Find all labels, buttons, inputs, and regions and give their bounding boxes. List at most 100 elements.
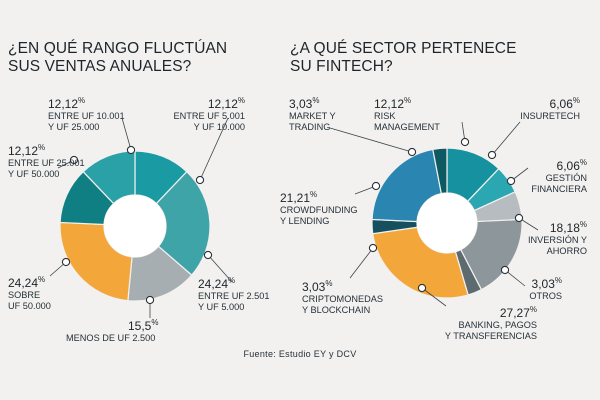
percent-sign: % (38, 143, 46, 152)
slice-label: 12,12% Entre UF 25.001 y UF 50.000 (8, 141, 103, 179)
slice-text: Inversión y (527, 235, 587, 245)
percent-sign: % (228, 276, 236, 285)
slice-percent: 3,03 (302, 280, 326, 294)
slice-text: Menos de UF 2.500 (66, 333, 156, 343)
percent-sign: % (312, 96, 320, 105)
slice-text: Crowdfunding (280, 205, 358, 215)
leader-line (329, 127, 413, 153)
slice-text: management (374, 121, 440, 132)
leader-line (504, 269, 526, 287)
label-marker (195, 175, 205, 185)
slice-text: UF 50.000 (8, 300, 51, 311)
chart-title-sector: ¿A qué sector pertenece su fintech? (290, 40, 517, 76)
label-marker (69, 155, 79, 165)
slice-label: 12,12% Entre UF 5.001 y UF 10.000 (150, 94, 245, 132)
percent-sign: % (310, 190, 318, 199)
label-marker (368, 243, 378, 253)
slice-label: 12,12% Risk management (374, 94, 454, 132)
percent-sign: % (529, 305, 537, 314)
label-marker (145, 295, 155, 305)
percent-sign: % (38, 275, 46, 284)
slice-label: 27,27% Banking, pagos y transferencias (440, 303, 537, 341)
slice-percent: 24,24 (8, 276, 39, 290)
percent-sign: % (78, 96, 86, 105)
leader-line (421, 287, 447, 307)
slice-text: y UF 10.000 (193, 121, 245, 132)
chart-title-sales: ¿En qué rango fluctúan sus ventas anuale… (8, 40, 227, 76)
slice-text: Entre UF 5.001 (173, 111, 245, 121)
slice-text: Otros (529, 291, 562, 301)
slice-label: 6,06% Gestión financiera (500, 156, 587, 194)
label-marker (61, 257, 71, 267)
slice-text: y blockchain (302, 304, 371, 315)
label-marker (126, 145, 136, 155)
source-note: Fuente: Estudio EY y DCV (243, 349, 357, 359)
slice-percent: 6,06 (556, 159, 580, 173)
slice-label: 21,21% Crowdfunding y lending (280, 188, 380, 226)
leader-line (491, 121, 521, 156)
slice-text: y transferencias (444, 330, 537, 341)
title-line: ¿A qué sector pertenece (290, 40, 517, 57)
label-marker (514, 213, 524, 223)
slice-text: y lending (280, 215, 330, 226)
slice-text: Gestión (545, 173, 587, 183)
slice-text: Sobre (8, 290, 41, 300)
slice-text: Entre UF 2.501 (198, 291, 270, 301)
slice-text: y UF 25.000 (48, 121, 100, 132)
slice-text: Entre UF 25.001 (8, 158, 85, 168)
slice-text: trading (289, 121, 331, 132)
donut-chart-sales-range (49, 117, 233, 318)
percent-sign: % (579, 220, 587, 229)
slice-percent: 12,12 (8, 144, 39, 158)
slice-percent: 3,03 (531, 277, 555, 291)
slice-label: 15,5% Menos de UF 2.500 (66, 316, 176, 344)
leader-line (207, 254, 233, 283)
slice-percent: 21,21 (280, 191, 311, 205)
label-marker (500, 265, 510, 275)
slice-text: ahorro (546, 245, 587, 256)
leader-line (121, 117, 132, 151)
slice-percent: 12,12 (207, 97, 238, 111)
slice-percent: 12,12 (48, 97, 79, 111)
percent-sign: % (237, 96, 245, 105)
label-marker (417, 283, 427, 293)
title-line: ¿En qué rango fluctúan (8, 40, 228, 57)
donut-chart-fintech-sector (329, 121, 539, 307)
percent-sign: % (572, 96, 580, 105)
slice-text: Entre UF 10.001 (48, 111, 125, 121)
slice-text: Banking, pagos (458, 320, 537, 330)
label-marker (407, 147, 417, 157)
title-line: su fintech? (290, 58, 393, 75)
slice-label: 18,18% Inversión y ahorro (500, 218, 587, 256)
percent-sign: % (579, 158, 587, 167)
slice-percent: 12,12 (374, 97, 405, 111)
label-marker (203, 250, 213, 260)
slice-text: Insuretech (520, 111, 580, 121)
donut-hole (104, 195, 166, 257)
slice-label: 3,03% Criptomonedas y blockchain (302, 277, 402, 315)
slice-text: financiera (531, 183, 587, 194)
label-marker (460, 137, 470, 147)
label-marker (487, 150, 497, 160)
slice-label: 3,03% Market y trading (289, 94, 359, 132)
slice-label: 6,06% Insuretech (490, 94, 580, 122)
slice-percent: 3,03 (289, 97, 313, 111)
slice-label: 24,24% Entre UF 2.501 y UF 5.000 (198, 274, 288, 312)
slice-percent: 15,5 (128, 319, 152, 333)
leader-line (349, 247, 374, 279)
slice-label: 24,24% Sobre UF 50.000 (8, 273, 78, 311)
percent-sign: % (325, 279, 333, 288)
label-marker (371, 181, 381, 191)
percent-sign: % (554, 276, 562, 285)
slice-percent: 18,18 (549, 221, 580, 235)
percent-sign: % (404, 96, 412, 105)
title-line: sus ventas anuales? (8, 58, 192, 75)
slice-text: y UF 5.000 (198, 301, 245, 312)
donut-slice (372, 226, 469, 299)
slice-percent: 27,27 (499, 306, 530, 320)
slice-text: Risk (374, 111, 396, 121)
leader-line (199, 117, 229, 181)
slice-text: Market y (289, 111, 336, 121)
slice-percent: 24,24 (198, 277, 229, 291)
